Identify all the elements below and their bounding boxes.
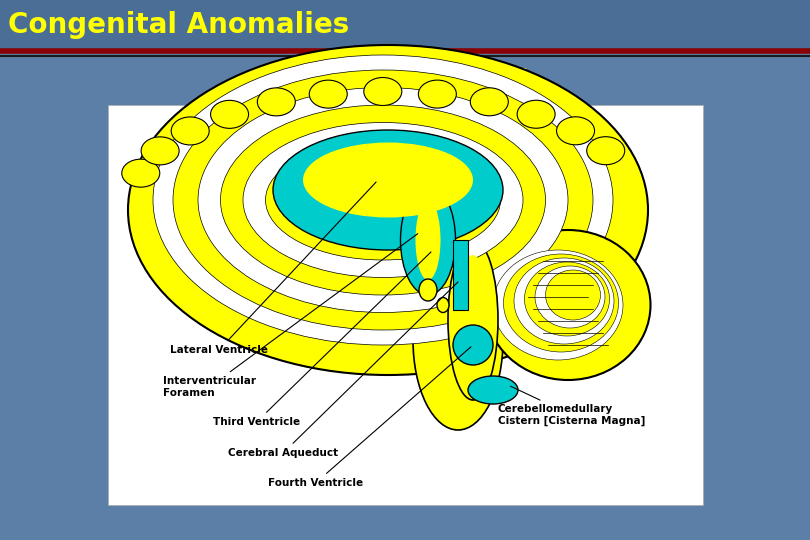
Ellipse shape: [309, 80, 347, 108]
Text: Third Ventricle: Third Ventricle: [213, 252, 431, 427]
Ellipse shape: [471, 88, 509, 116]
Ellipse shape: [448, 240, 498, 400]
Ellipse shape: [419, 279, 437, 301]
Ellipse shape: [258, 88, 296, 116]
Text: Cerebral Aqueduct: Cerebral Aqueduct: [228, 282, 458, 458]
Ellipse shape: [517, 100, 555, 128]
Ellipse shape: [458, 255, 488, 375]
FancyBboxPatch shape: [453, 240, 468, 310]
Text: Fourth Ventricle: Fourth Ventricle: [268, 347, 471, 488]
Ellipse shape: [437, 298, 449, 313]
Ellipse shape: [303, 143, 473, 218]
Text: Interventricular
Foramen: Interventricular Foramen: [163, 234, 418, 398]
Ellipse shape: [525, 262, 609, 336]
Ellipse shape: [545, 270, 600, 320]
Ellipse shape: [485, 230, 650, 380]
Ellipse shape: [141, 137, 179, 165]
Ellipse shape: [122, 159, 160, 187]
FancyBboxPatch shape: [0, 0, 810, 50]
Text: Cerebellomedullary
Cistern [Cisterna Magna]: Cerebellomedullary Cistern [Cisterna Mag…: [498, 386, 646, 426]
Ellipse shape: [220, 105, 545, 295]
Ellipse shape: [400, 185, 455, 295]
Text: Congenital Anomalies: Congenital Anomalies: [8, 11, 349, 39]
Ellipse shape: [364, 78, 402, 105]
Ellipse shape: [468, 376, 518, 404]
Ellipse shape: [266, 140, 501, 260]
Text: CSF pathway: CSF pathway: [283, 62, 527, 94]
Ellipse shape: [308, 172, 458, 227]
Ellipse shape: [173, 70, 593, 330]
Ellipse shape: [198, 87, 568, 313]
Ellipse shape: [416, 200, 441, 280]
Ellipse shape: [153, 55, 613, 345]
Ellipse shape: [128, 45, 648, 375]
Ellipse shape: [243, 123, 523, 278]
Ellipse shape: [493, 250, 623, 360]
Ellipse shape: [556, 117, 595, 145]
Ellipse shape: [504, 254, 619, 352]
Ellipse shape: [535, 266, 605, 328]
Ellipse shape: [586, 137, 625, 165]
Ellipse shape: [273, 130, 503, 250]
Ellipse shape: [413, 250, 503, 430]
Ellipse shape: [211, 100, 249, 129]
FancyBboxPatch shape: [108, 105, 703, 505]
Ellipse shape: [288, 158, 478, 242]
Ellipse shape: [514, 258, 614, 344]
Ellipse shape: [418, 80, 456, 108]
Ellipse shape: [171, 117, 209, 145]
Text: Lateral Ventricle: Lateral Ventricle: [170, 182, 376, 355]
Ellipse shape: [453, 325, 493, 365]
